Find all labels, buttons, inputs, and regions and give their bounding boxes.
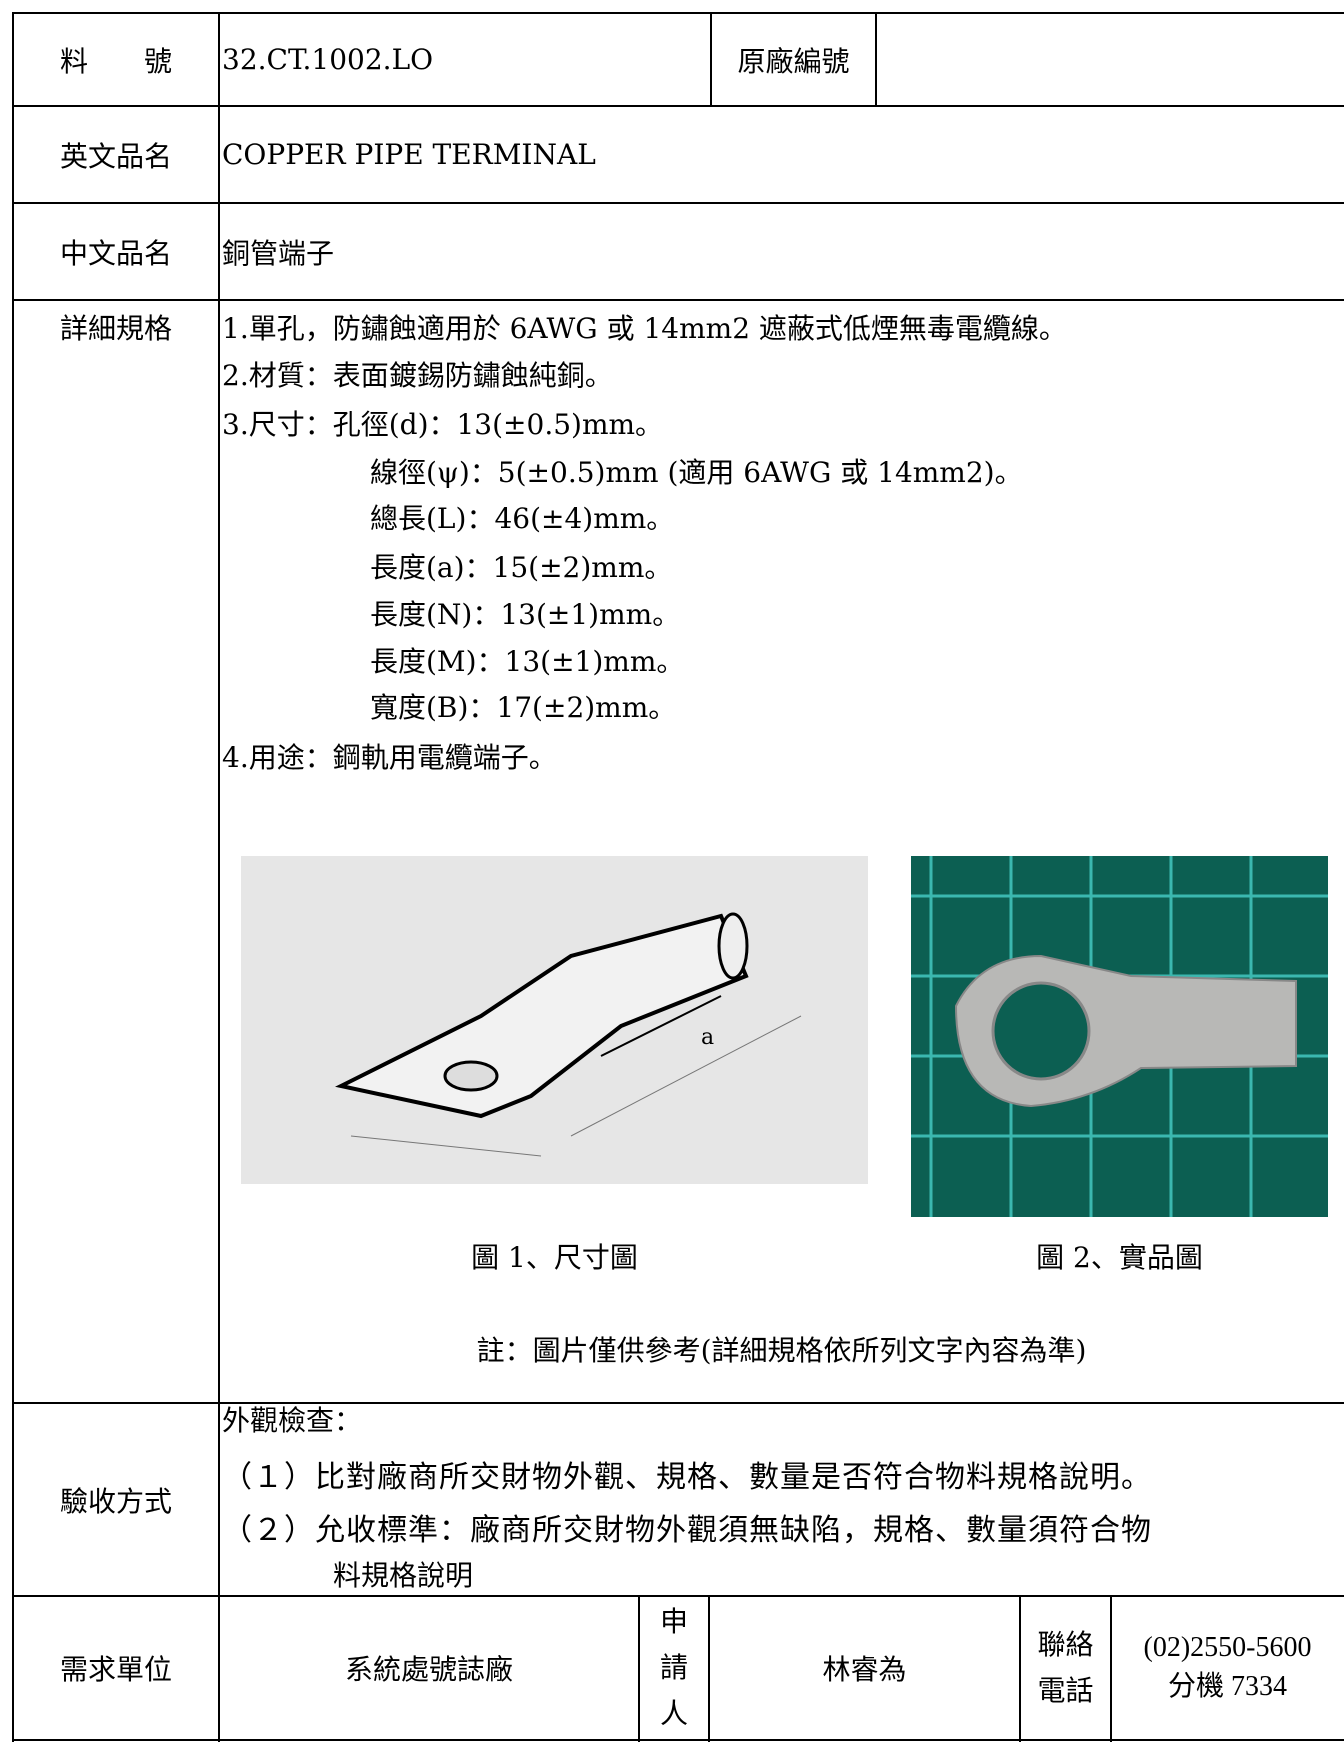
label: 原廠編號 — [737, 44, 850, 78]
inspection-line: （２）允收標準：廠商所交財物外觀須無缺陷，規格、數量須符合物 — [222, 1513, 1152, 1548]
border — [710, 12, 712, 106]
label: 驗收方式 — [59, 1484, 172, 1518]
border — [1110, 1596, 1112, 1742]
inspection-line: 外觀檢查： — [222, 1404, 363, 1437]
label: 需求單位 — [59, 1653, 172, 1686]
figure-caption: 圖 1、尺寸圖 — [471, 1241, 638, 1274]
border — [875, 12, 877, 106]
phone: (02)2550-5600 — [1143, 1632, 1312, 1663]
spec-line: 總長(L)：46(±4)mm。 — [370, 502, 675, 535]
spec-line: 長度(N)：13(±1)mm。 — [370, 598, 681, 631]
border — [218, 12, 220, 1742]
spec-line: 寬度(B)：17(±2)mm。 — [370, 691, 677, 724]
spec-line: 4.用途：鋼軌用電纜端子。 — [222, 741, 557, 774]
figure-dimension: a — [241, 856, 868, 1184]
spec-line: 3.尺寸：孔徑(d)：13(±0.5)mm。 — [222, 408, 664, 441]
spec-line: 線徑(ψ)：5(±0.5)mm (適用 6AWG 或 14mm2)。 — [370, 456, 1023, 489]
figure-caption: 圖 2、實品圖 — [1036, 1241, 1203, 1274]
note: 註：圖片僅供參考(詳細規格依所列文字內容為準) — [476, 1334, 1087, 1367]
border — [638, 1596, 640, 1742]
value: COPPER PIPE TERMINAL — [222, 138, 596, 171]
border — [708, 1596, 710, 1742]
border — [13, 12, 1344, 14]
border — [1019, 1596, 1021, 1742]
label: 英文品名 — [59, 139, 172, 173]
label: 料 號 — [59, 44, 172, 78]
value: 林睿為 — [822, 1653, 907, 1686]
extension: 分機 7334 — [1167, 1671, 1287, 1702]
border — [13, 105, 1344, 107]
figure-photo — [911, 856, 1328, 1217]
svg-text:a: a — [701, 1025, 714, 1050]
value: 系統處號誌廠 — [344, 1653, 513, 1686]
label: 中文品名 — [59, 236, 172, 270]
border — [13, 299, 1344, 301]
spec-line: 1.單孔，防鏽蝕適用於 6AWG 或 14mm2 遮蔽式低煙無毒電纜線。 — [222, 312, 1067, 345]
border — [12, 12, 14, 1742]
border — [13, 1739, 1344, 1741]
inspection-line: 料規格說明 — [333, 1559, 474, 1592]
inspection-line: （１）比對廠商所交財物外觀、規格、數量是否符合物料規格說明。 — [222, 1460, 1152, 1495]
border — [13, 1402, 1344, 1404]
border — [13, 202, 1344, 204]
spec-line: 長度(a)：15(±2)mm。 — [370, 551, 673, 584]
phone-cell: (02)2550-5600 分機 7334 — [1111, 1596, 1344, 1740]
spec-line: 2.材質：表面鍍錫防鏽蝕純銅。 — [222, 359, 613, 392]
label: 聯絡電話 — [1037, 1628, 1094, 1707]
spec-line: 長度(M)：13(±1)mm。 — [370, 645, 685, 678]
value: 銅管端子 — [222, 236, 335, 270]
label: 詳細規格 — [59, 312, 172, 345]
border — [13, 1595, 1344, 1597]
value: 32.CT.1002.LO — [222, 43, 434, 76]
label: 申請人 — [659, 1605, 688, 1730]
